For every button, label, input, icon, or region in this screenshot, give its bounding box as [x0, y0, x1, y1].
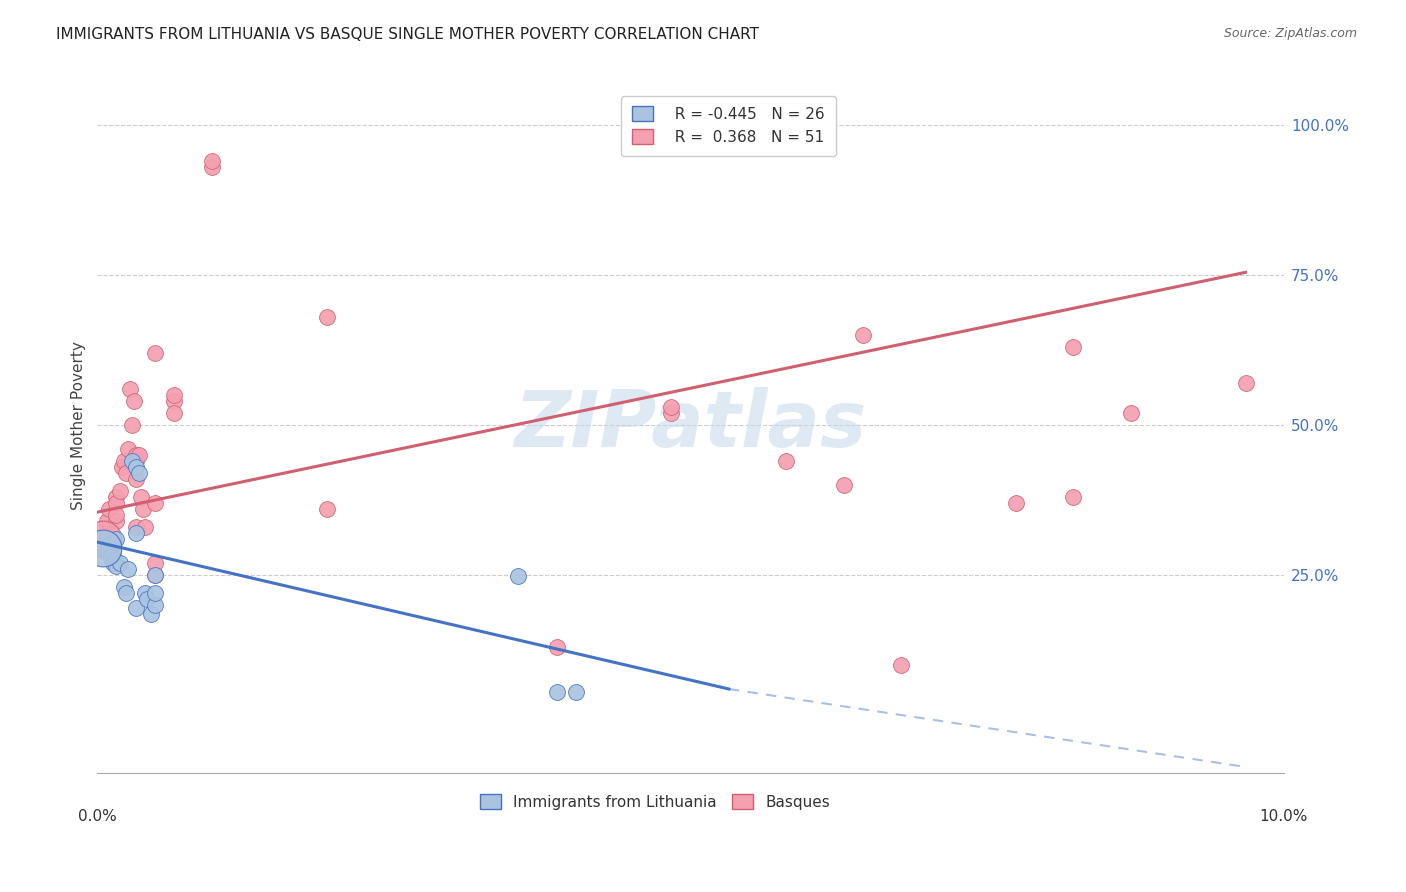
Legend: Immigrants from Lithuania, Basques: Immigrants from Lithuania, Basques	[472, 787, 838, 817]
Text: ZIPatlas: ZIPatlas	[515, 387, 866, 463]
Point	[1005, 496, 1028, 510]
Point	[136, 592, 159, 607]
Point	[775, 454, 797, 468]
Point	[97, 538, 120, 552]
Text: Source: ZipAtlas.com: Source: ZipAtlas.com	[1223, 27, 1357, 40]
Point	[112, 580, 135, 594]
Point	[128, 466, 150, 480]
Point	[111, 460, 134, 475]
Point	[143, 598, 166, 612]
Text: 0.0%: 0.0%	[77, 809, 117, 824]
Point	[1062, 490, 1084, 504]
Point	[134, 520, 156, 534]
Point	[103, 553, 125, 567]
Point	[115, 466, 138, 480]
Point	[201, 161, 224, 175]
Point	[661, 406, 683, 420]
Point	[96, 544, 118, 558]
Point	[565, 685, 588, 699]
Point	[139, 607, 162, 621]
Point	[124, 472, 146, 486]
Text: 10.0%: 10.0%	[1260, 809, 1308, 824]
Point	[134, 586, 156, 600]
Point	[661, 401, 683, 415]
Point	[832, 478, 855, 492]
Point	[890, 658, 912, 673]
Point	[100, 538, 122, 552]
Point	[124, 448, 146, 462]
Point	[508, 569, 530, 583]
Point	[128, 448, 150, 462]
Point	[143, 586, 166, 600]
Point	[110, 484, 132, 499]
Point	[100, 547, 122, 561]
Point	[546, 640, 568, 654]
Point	[115, 586, 138, 600]
Point	[105, 490, 128, 504]
Point	[124, 460, 146, 475]
Point	[122, 394, 145, 409]
Point	[163, 406, 186, 420]
Point	[91, 541, 114, 555]
Point	[201, 154, 224, 169]
Point	[105, 514, 128, 528]
Point	[121, 454, 143, 468]
Point	[1062, 340, 1084, 354]
Point	[316, 502, 339, 516]
Point	[1234, 376, 1257, 391]
Point	[105, 559, 128, 574]
Point	[105, 532, 128, 546]
Point	[105, 496, 128, 510]
Point	[124, 454, 146, 468]
Point	[97, 502, 120, 516]
Y-axis label: Single Mother Poverty: Single Mother Poverty	[72, 341, 86, 509]
Point	[110, 556, 132, 570]
Point	[96, 514, 118, 528]
Point	[112, 454, 135, 468]
Point	[91, 538, 114, 552]
Point	[121, 418, 143, 433]
Point	[132, 502, 155, 516]
Point	[163, 388, 186, 402]
Point	[1119, 406, 1142, 420]
Point	[117, 562, 139, 576]
Point	[117, 442, 139, 457]
Point	[852, 328, 875, 343]
Point	[97, 538, 120, 552]
Point	[94, 526, 117, 541]
Point	[143, 568, 166, 582]
Point	[101, 556, 124, 570]
Point	[100, 550, 122, 565]
Point	[105, 508, 128, 523]
Point	[143, 496, 166, 510]
Point	[131, 490, 153, 504]
Point	[316, 310, 339, 325]
Point	[143, 556, 166, 570]
Point	[101, 544, 124, 558]
Point	[143, 346, 166, 360]
Point	[124, 520, 146, 534]
Point	[143, 568, 166, 582]
Text: IMMIGRANTS FROM LITHUANIA VS BASQUE SINGLE MOTHER POVERTY CORRELATION CHART: IMMIGRANTS FROM LITHUANIA VS BASQUE SING…	[56, 27, 759, 42]
Point	[124, 526, 146, 541]
Point	[546, 685, 568, 699]
Point	[163, 394, 186, 409]
Point	[91, 541, 114, 555]
Point	[91, 532, 114, 546]
Point	[118, 382, 141, 396]
Point	[124, 601, 146, 615]
